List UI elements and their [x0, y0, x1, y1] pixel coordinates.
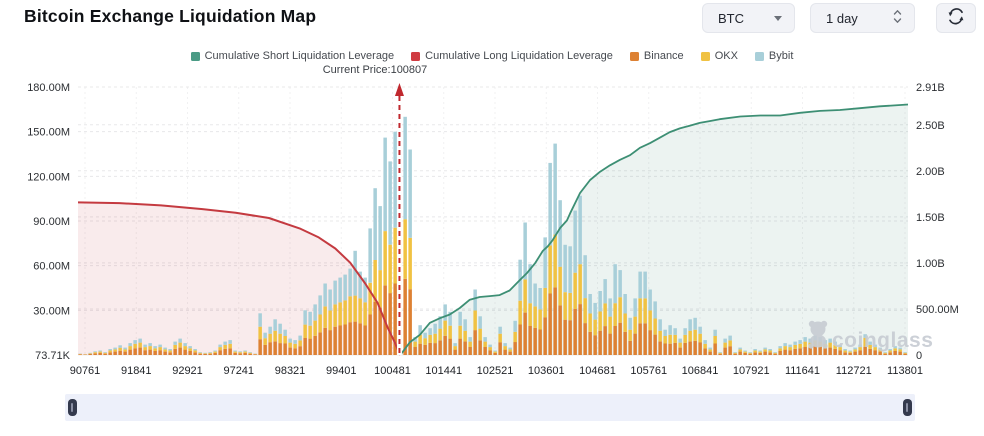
spinner-arrows-icon	[893, 9, 902, 27]
legend-swatch-icon	[630, 52, 639, 61]
legend-item-2[interactable]: Binance	[630, 50, 684, 62]
legend-label: Cumulative Long Liquidation Leverage	[425, 50, 613, 62]
svg-text:97241: 97241	[223, 365, 254, 377]
svg-text:100481: 100481	[374, 365, 411, 377]
svg-text:112721: 112721	[836, 365, 872, 377]
header-controls: BTC 1 day	[0, 3, 984, 33]
svg-text:111641: 111641	[785, 365, 820, 377]
legend-label: Cumulative Short Liquidation Leverage	[205, 50, 395, 62]
svg-text:2.91B: 2.91B	[916, 82, 945, 94]
svg-text:73.71K: 73.71K	[35, 350, 71, 362]
svg-text:500.00M: 500.00M	[916, 304, 959, 316]
interval-selector-value: 1 day	[826, 11, 858, 26]
svg-text:90.00M: 90.00M	[33, 216, 70, 228]
svg-text:120.00M: 120.00M	[27, 171, 70, 183]
legend-label: Binance	[644, 50, 684, 62]
svg-text:102521: 102521	[477, 365, 514, 377]
legend-swatch-icon	[701, 52, 710, 61]
svg-text:103601: 103601	[528, 365, 565, 377]
chart-legend: Cumulative Short Liquidation Leverage Cum…	[0, 50, 984, 62]
svg-text:113801: 113801	[887, 365, 923, 377]
svg-text:105761: 105761	[630, 365, 667, 377]
legend-label: Bybit	[769, 50, 793, 62]
refresh-icon	[947, 8, 965, 28]
svg-text:91841: 91841	[121, 365, 152, 377]
svg-text:coinglass: coinglass	[832, 329, 933, 352]
chart-range-slider[interactable]	[65, 394, 915, 421]
svg-text:99401: 99401	[326, 365, 357, 377]
legend-item-4[interactable]: Bybit	[755, 50, 793, 62]
legend-item-1[interactable]: Cumulative Long Liquidation Leverage	[411, 50, 613, 62]
legend-swatch-icon	[755, 52, 764, 61]
svg-text:1.50B: 1.50B	[916, 212, 945, 224]
svg-text:30.00M: 30.00M	[33, 305, 70, 317]
svg-text:106841: 106841	[682, 365, 719, 377]
svg-text:2.00B: 2.00B	[916, 166, 945, 178]
svg-text:98321: 98321	[275, 365, 306, 377]
svg-text:60.00M: 60.00M	[33, 261, 70, 273]
svg-text:150.00M: 150.00M	[27, 127, 70, 139]
coin-selector-value: BTC	[718, 11, 744, 26]
refresh-button[interactable]	[936, 3, 976, 33]
range-handle-left[interactable]	[68, 399, 77, 416]
svg-text:2.50B: 2.50B	[916, 120, 945, 132]
coin-selector[interactable]: BTC	[702, 3, 795, 33]
svg-text:104681: 104681	[579, 365, 616, 377]
caret-down-icon	[774, 16, 782, 21]
legend-swatch-icon	[191, 52, 200, 61]
svg-text:180.00M: 180.00M	[27, 82, 70, 94]
range-handle-right[interactable]	[903, 399, 912, 416]
svg-text:107921: 107921	[733, 365, 770, 377]
current-price-label: Current Price:100807	[280, 64, 470, 76]
svg-text:1.00B: 1.00B	[916, 258, 945, 270]
svg-text:101441: 101441	[425, 365, 462, 377]
svg-text:90761: 90761	[70, 365, 101, 377]
interval-selector[interactable]: 1 day	[810, 3, 915, 33]
legend-label: OKX	[715, 50, 738, 62]
legend-item-0[interactable]: Cumulative Short Liquidation Leverage	[191, 50, 395, 62]
legend-item-3[interactable]: OKX	[701, 50, 738, 62]
legend-swatch-icon	[411, 52, 420, 61]
svg-text:92921: 92921	[172, 365, 203, 377]
